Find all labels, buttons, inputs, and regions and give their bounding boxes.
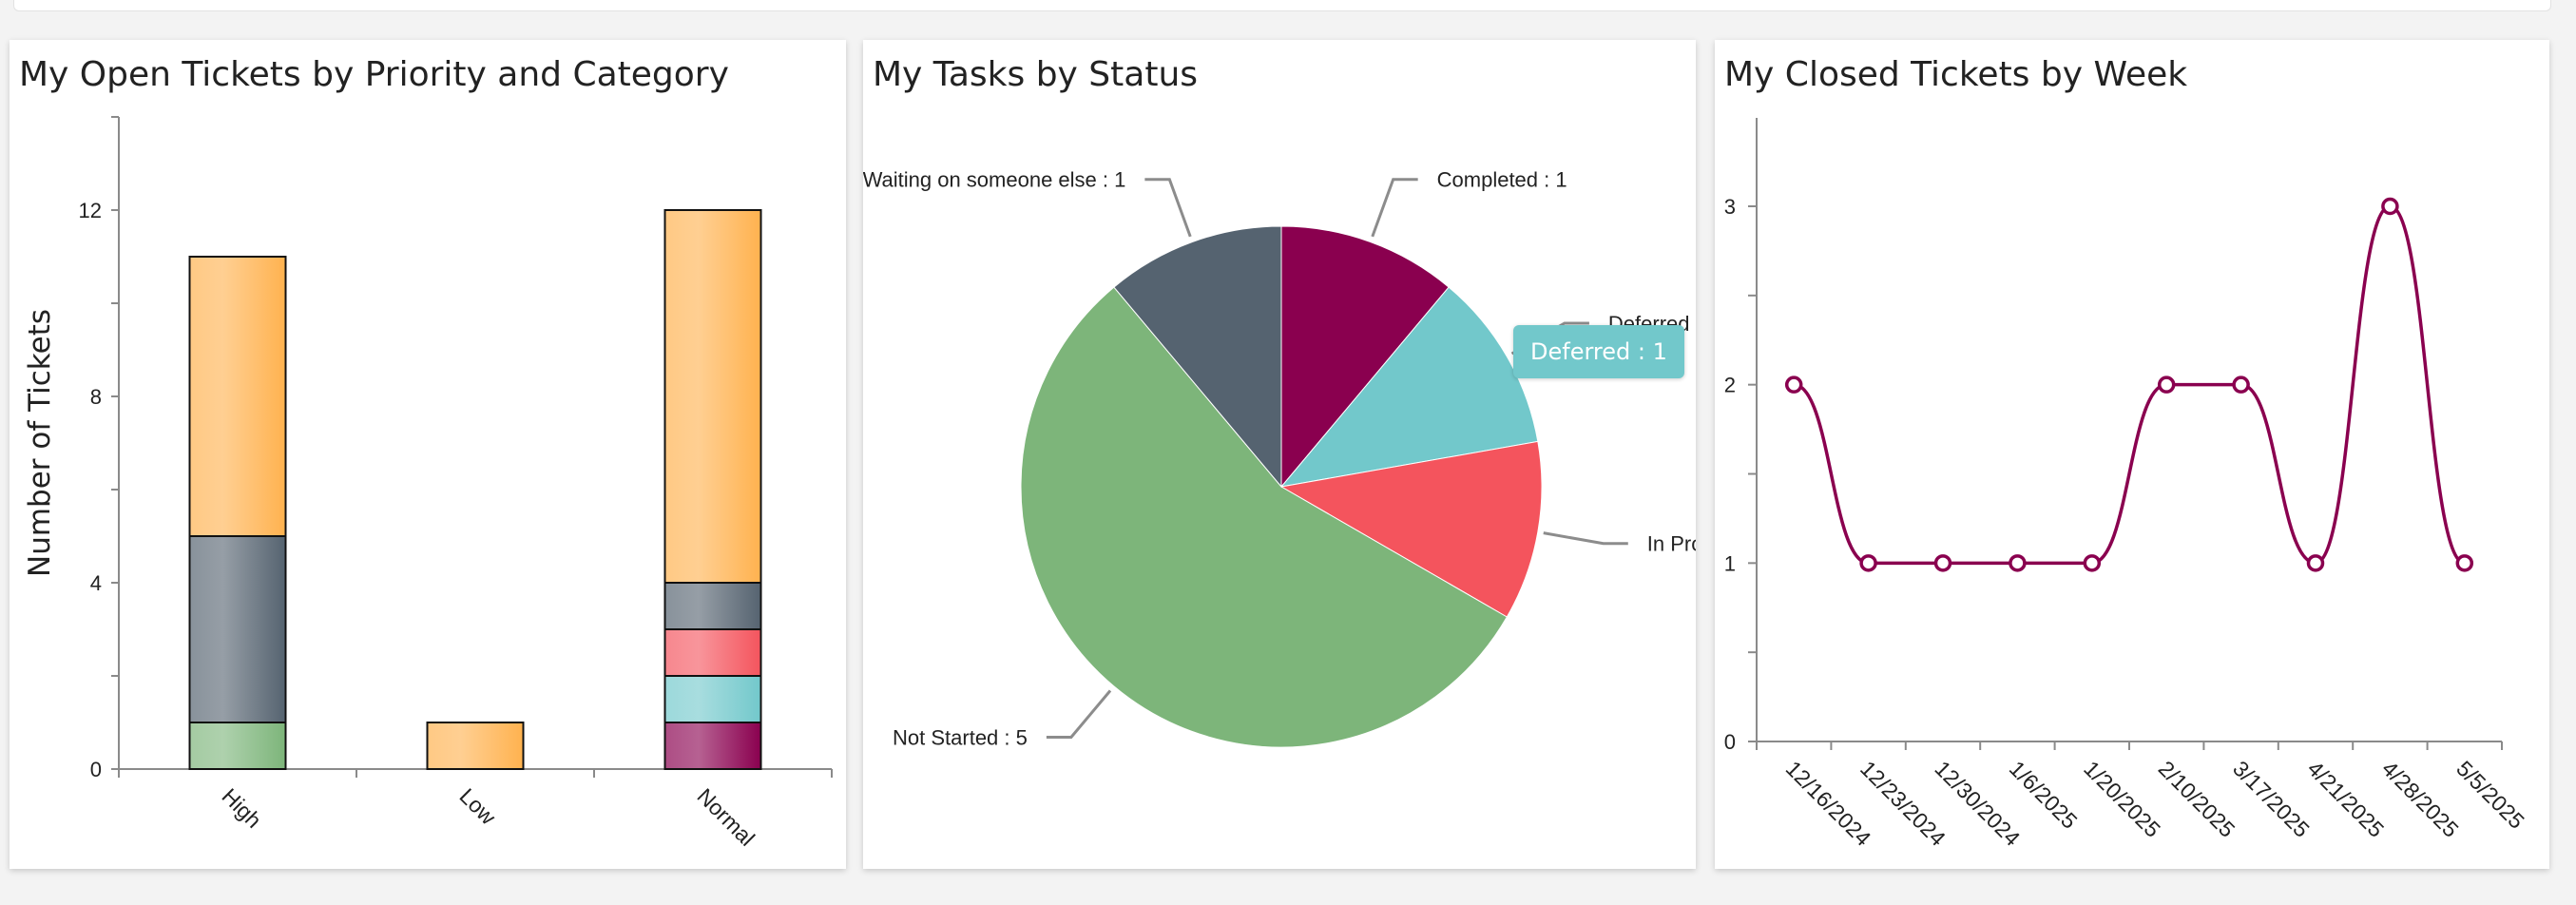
y-tick-label: 4 [90,571,102,595]
x-tick-label: Normal [692,783,759,851]
pie-connector [1144,178,1192,238]
data-point-5-5-2025[interactable] [2455,554,2474,572]
closed-tickets-line [1793,204,2466,566]
pie-connector [1543,531,1628,546]
bar-high-waiting-on-someone-else[interactable] [188,535,287,723]
bar-normal-in-progress[interactable] [663,628,762,677]
x-tick-label: 4/21/2025 [2302,756,2389,842]
pie-slice-not-started[interactable] [1020,286,1508,748]
data-point-12-30-2024[interactable] [1933,554,1952,572]
data-point-3-17-2025[interactable] [2232,375,2250,394]
pie-slice-waiting-on-someone-else[interactable] [1113,225,1282,489]
tasks-status-card: My Tasks by Status Completed : 1 Deferred… [863,40,1696,869]
x-tick-label: Low [454,783,500,829]
tasks-status-title: My Tasks by Status [873,55,1199,94]
pie-slice-deferred[interactable] [1279,286,1539,488]
open-tickets-title: My Open Tickets by Priority and Category [19,55,729,94]
data-point-12-16-2024[interactable] [1784,375,1803,394]
deferred-tooltip: Deferred : 1 [1513,325,1684,378]
y-tick-label: 3 [1724,195,1736,219]
pie-connector [1371,178,1418,238]
pie-label-completed: Completed : 1 [1437,168,1567,192]
y-tick-label: 12 [79,199,102,222]
x-tick-label: 3/17/2025 [2228,756,2315,842]
x-tick-label: 2/10/2025 [2154,756,2240,842]
x-tick-label: 1/20/2025 [2079,756,2165,842]
y-axis-label: Number of Tickets [23,309,57,577]
data-point-1-20-2025[interactable] [2083,554,2102,572]
open-tickets-card: My Open Tickets by Priority and Category… [10,40,846,869]
y-tick-label: 0 [90,758,102,781]
x-tick-label: 5/5/2025 [2451,756,2529,834]
closed-tickets-card: My Closed Tickets by Week 0 1 2 3 12/16/2024… [1715,40,2549,869]
pie-connector [1046,689,1112,740]
x-tick-label: 1/6/2025 [2005,756,2083,834]
pie-label-waiting-on-someone-else: Waiting on someone else : 1 [863,168,1125,192]
x-tick-label: 4/28/2025 [2377,756,2464,842]
pie-slice-in-progress[interactable] [1279,440,1543,618]
data-point-4-21-2025[interactable] [2306,554,2325,572]
y-tick-label: 1 [1724,551,1736,575]
y-tick-label: 8 [90,385,102,409]
bar-normal-deferred[interactable] [663,675,762,723]
closed-tickets-title: My Closed Tickets by Week [1724,55,2188,94]
open-tickets-chart: 0 4 8 12 Number of Tickets High Low Normal [23,116,833,851]
y-tick-label: 0 [1724,730,1736,754]
pie-slice-completed[interactable] [1280,225,1450,489]
data-point-12-23-2024[interactable] [1859,554,1877,572]
y-tick-label: 2 [1724,374,1736,397]
tasks-status-chart: Completed : 1 Deferred : 1 In Progre Not St… [863,168,1696,750]
data-point-1-6-2025[interactable] [2009,554,2027,572]
bar-normal-completed[interactable] [663,722,762,770]
bar-high-not-started[interactable] [188,722,287,770]
closed-tickets-chart: 012312/16/202412/23/202412/30/20241/6/20… [1724,118,2529,851]
bar-normal-waiting-on-someone-else[interactable] [663,582,762,630]
bar-high-other[interactable] [188,256,287,537]
pie-label-in-progress: In Progre [1647,532,1696,556]
data-point-4-28-2025[interactable] [2381,197,2399,216]
data-point-2-10-2025[interactable] [2157,375,2176,394]
bar-low-other[interactable] [426,722,525,770]
x-tick-label: High [217,783,266,833]
top-bar [13,0,2551,11]
bar-normal-other[interactable] [663,209,762,584]
pie-label-not-started: Not Started : 5 [893,726,1028,750]
